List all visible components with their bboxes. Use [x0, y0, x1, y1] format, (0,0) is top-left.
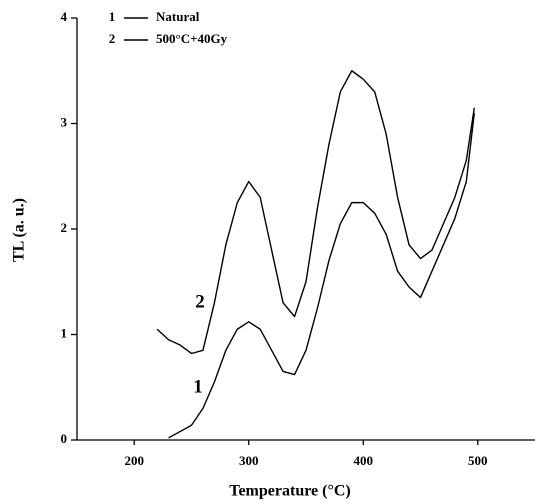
line-series	[168, 112, 476, 439]
x-tick-label: 300	[239, 453, 259, 468]
curve-label: 1	[193, 376, 203, 397]
y-axis-title: TL (a. u.)	[11, 198, 28, 262]
x-tick-label: 400	[354, 453, 374, 468]
y-tick-label: 0	[61, 431, 68, 446]
legend-label: Natural	[156, 9, 200, 24]
legend-label: 500°C+40Gy	[156, 31, 228, 46]
y-tick-label: 1	[61, 325, 68, 340]
x-tick-label: 500	[468, 453, 488, 468]
y-tick-label: 3	[61, 114, 68, 129]
y-tick-label: 4	[61, 9, 68, 24]
x-tick-label: 200	[125, 453, 145, 468]
line-series	[156, 70, 476, 355]
x-axis-title: Temperature (°C)	[229, 483, 350, 500]
y-tick-label: 2	[61, 220, 68, 235]
legend-number: 2	[109, 31, 116, 46]
legend-number: 1	[109, 9, 116, 24]
curve-label: 2	[195, 291, 205, 312]
